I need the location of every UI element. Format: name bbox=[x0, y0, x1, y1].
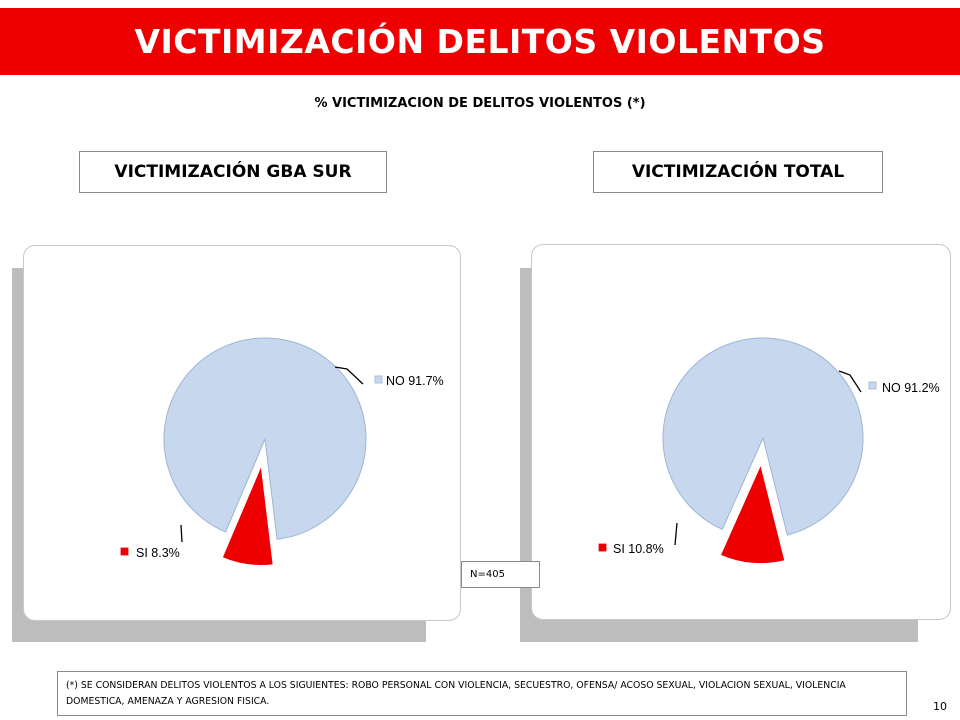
pie-slice-no bbox=[163, 337, 367, 540]
leader-line-no bbox=[334, 366, 364, 385]
legend-swatch-si bbox=[598, 543, 607, 552]
leader-line-no bbox=[838, 370, 862, 393]
footnote: (*) SE CONSIDERAN DELITOS VIOLENTOS A LO… bbox=[57, 671, 907, 716]
panel-label-total: VICTIMIZACIÓN TOTAL bbox=[593, 151, 883, 193]
panel-label-gba-sur: VICTIMIZACIÓN GBA SUR bbox=[79, 151, 387, 193]
pie-chart-gba-sur: NO 91.7% SI 8.3% bbox=[23, 245, 461, 621]
pie-chart-svg-gba-sur: NO 91.7% SI 8.3% bbox=[120, 337, 444, 567]
data-label-si: SI 10.8% bbox=[613, 542, 664, 556]
pie-chart-svg-total: NO 91.2% SI 10.8% bbox=[598, 337, 940, 565]
data-label-no: NO 91.2% bbox=[882, 381, 940, 395]
leader-line-si bbox=[674, 522, 678, 546]
pie-chart-total: NO 91.2% SI 10.8% bbox=[531, 244, 951, 620]
legend-swatch-no bbox=[374, 375, 383, 384]
pie-slice-si bbox=[220, 461, 275, 567]
legend-swatch-si bbox=[120, 547, 129, 556]
page-title: VICTIMIZACIÓN DELITOS VIOLENTOS bbox=[134, 22, 826, 61]
pie-slice-si bbox=[719, 461, 787, 565]
leader-line-si bbox=[180, 524, 183, 543]
pie-slice-no bbox=[662, 337, 864, 536]
data-label-no: NO 91.7% bbox=[386, 374, 444, 388]
page-number: 10 bbox=[933, 700, 947, 713]
legend-swatch-no bbox=[868, 381, 877, 390]
title-bar: VICTIMIZACIÓN DELITOS VIOLENTOS bbox=[0, 8, 960, 75]
chart-subtitle: % VICTIMIZACION DE DELITOS VIOLENTOS (*) bbox=[314, 96, 646, 111]
data-label-si: SI 8.3% bbox=[136, 546, 180, 560]
sample-size-box: N=405 bbox=[461, 561, 540, 588]
